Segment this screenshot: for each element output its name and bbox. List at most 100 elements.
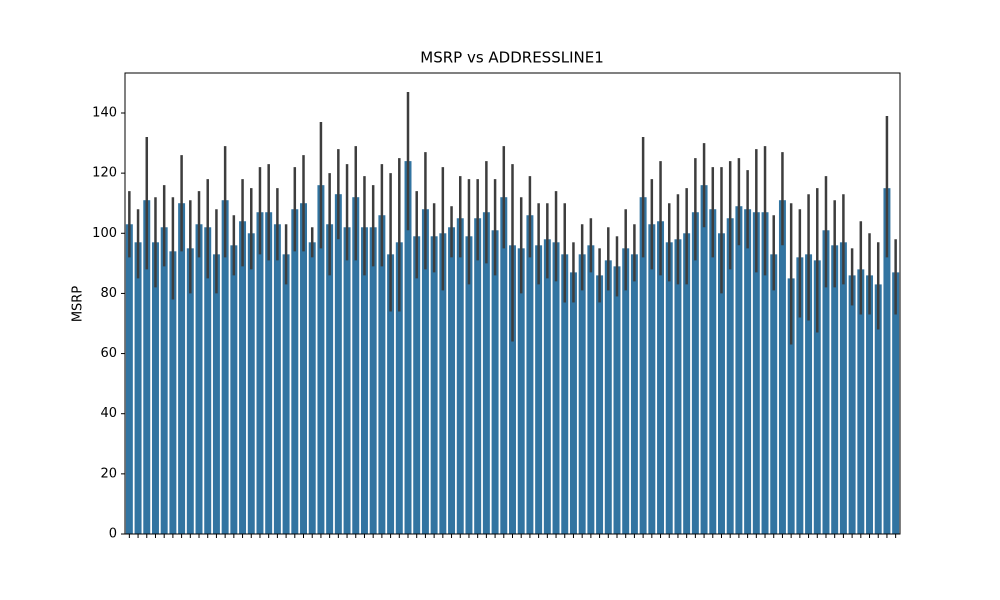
y-tick-label: 40	[100, 406, 117, 421]
y-axis-label: MSRP	[71, 286, 86, 323]
bar	[352, 197, 360, 534]
bar	[439, 233, 447, 534]
y-tick-label: 80	[100, 286, 117, 301]
bar	[587, 245, 595, 534]
bar	[491, 230, 499, 535]
bar	[282, 254, 290, 534]
bar	[186, 248, 194, 534]
bar	[796, 257, 804, 534]
bar	[822, 230, 830, 535]
bar	[395, 242, 403, 534]
y-tick-label: 120	[92, 166, 117, 181]
bar	[639, 197, 647, 534]
bar	[883, 188, 891, 535]
bar	[430, 236, 438, 535]
bar	[718, 233, 725, 534]
bar	[134, 242, 142, 534]
bar	[465, 236, 473, 535]
bar	[569, 272, 577, 534]
bar	[300, 203, 307, 534]
bar	[500, 197, 508, 534]
bar	[151, 242, 159, 534]
bar	[778, 200, 786, 534]
bar	[596, 275, 604, 534]
bar	[665, 242, 673, 534]
bar	[578, 254, 586, 534]
bar	[378, 215, 386, 535]
bar	[291, 209, 299, 535]
bar	[752, 212, 760, 534]
bar	[239, 221, 247, 534]
bar	[839, 242, 847, 534]
bar	[143, 200, 151, 534]
bar	[343, 227, 351, 534]
bar	[604, 260, 612, 534]
bar	[169, 251, 177, 534]
bar	[892, 272, 900, 534]
y-tick-label: 100	[92, 226, 117, 241]
bar	[308, 242, 316, 534]
bar	[178, 203, 186, 534]
bar	[787, 278, 795, 534]
bar	[805, 254, 813, 534]
bar	[761, 212, 769, 534]
bar	[526, 215, 534, 535]
bar	[543, 239, 551, 534]
bar	[674, 239, 682, 534]
bar	[770, 254, 778, 534]
bar	[691, 212, 699, 534]
bar	[648, 224, 656, 534]
bar	[160, 227, 168, 534]
bar	[247, 233, 255, 534]
bar	[657, 221, 665, 534]
bar	[421, 209, 429, 535]
bar	[317, 185, 325, 534]
bar	[866, 275, 874, 534]
bar	[265, 212, 273, 534]
bar	[622, 248, 630, 534]
bar	[613, 266, 621, 534]
bar	[456, 218, 464, 534]
bar	[552, 242, 560, 534]
bar	[273, 224, 281, 534]
bar	[874, 284, 882, 534]
bar	[744, 209, 752, 535]
bar	[230, 245, 238, 534]
bar	[561, 254, 569, 534]
bar	[700, 185, 708, 534]
bar	[509, 245, 516, 534]
bar	[448, 227, 456, 534]
bar	[404, 161, 412, 535]
bar	[857, 269, 865, 534]
bar	[221, 200, 229, 534]
bar	[535, 245, 543, 534]
bar	[125, 224, 133, 534]
bar	[195, 224, 203, 534]
bar	[831, 245, 839, 534]
bar	[387, 254, 395, 534]
bar	[735, 206, 743, 534]
bar	[413, 236, 421, 535]
bar	[517, 248, 525, 534]
plot-frame	[124, 72, 901, 535]
bar	[630, 254, 638, 534]
bar	[212, 254, 220, 534]
bar	[204, 227, 212, 534]
y-tick-label: 0	[109, 527, 117, 542]
bar	[726, 218, 734, 534]
bar	[709, 209, 717, 535]
bar	[848, 275, 856, 534]
chart-title: MSRP vs ADDRESSLINE1	[420, 49, 604, 67]
bar	[360, 227, 368, 534]
bar	[482, 212, 490, 534]
y-tick-label: 140	[92, 105, 117, 120]
bar	[683, 233, 691, 534]
y-tick-label: 60	[100, 346, 117, 361]
bar	[256, 212, 264, 534]
bar	[334, 194, 342, 534]
bar	[326, 224, 334, 534]
y-tick-label: 20	[100, 466, 117, 481]
bar	[813, 260, 821, 534]
bar	[369, 227, 377, 534]
